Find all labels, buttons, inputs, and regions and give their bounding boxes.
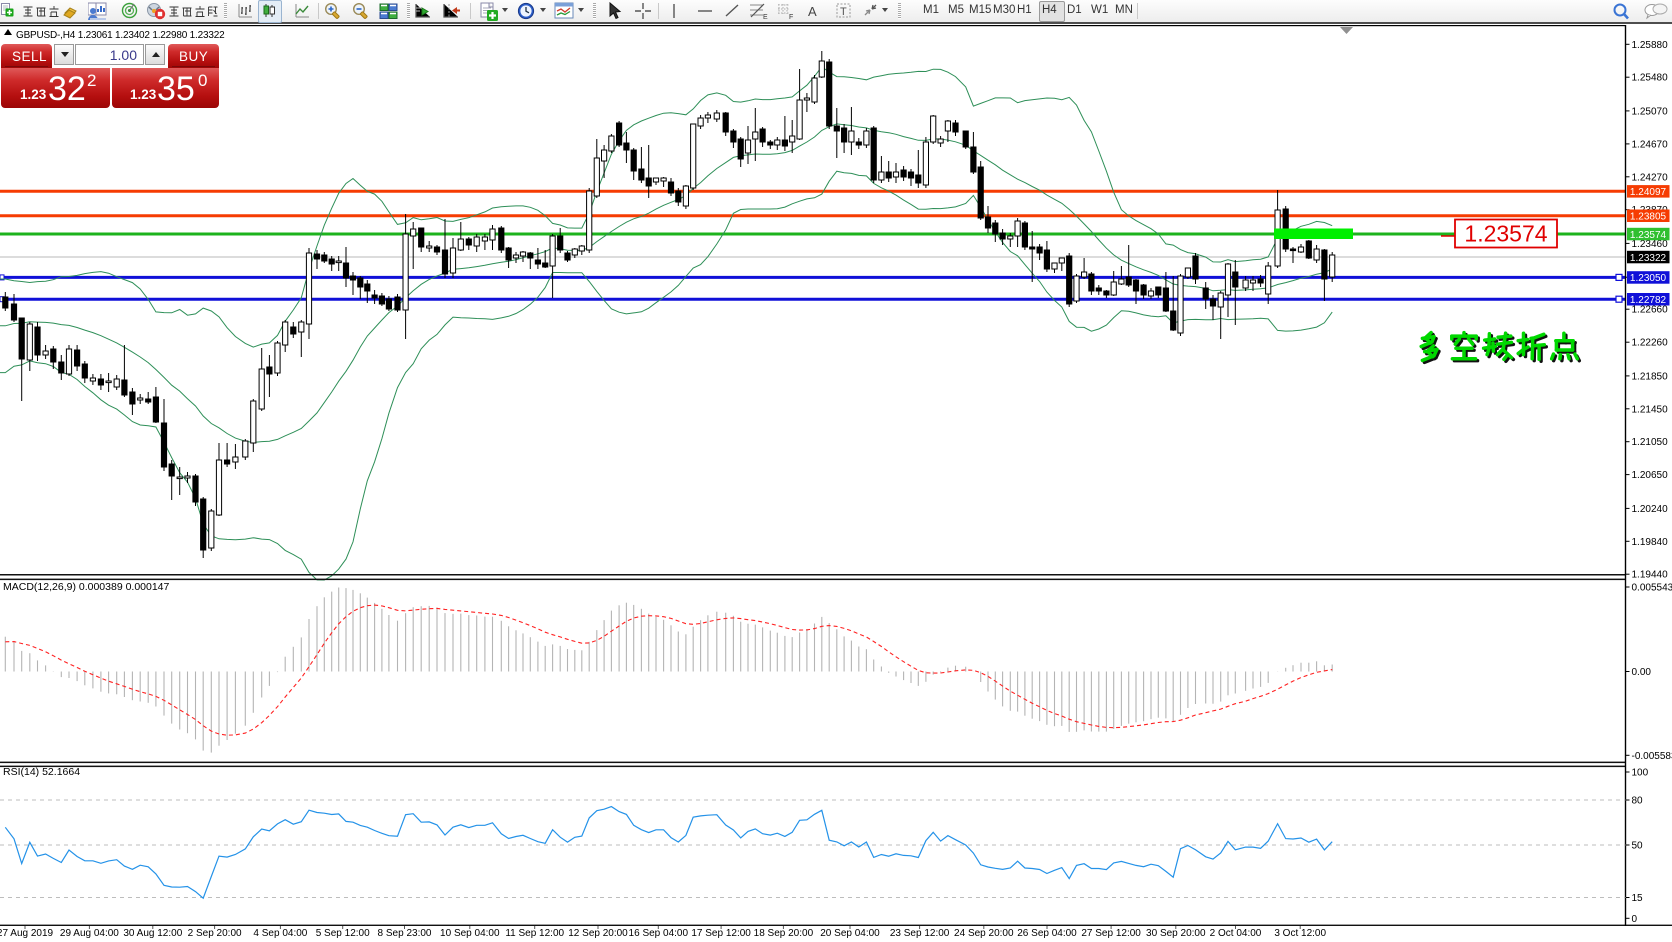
svg-text:3 Oct 12:00: 3 Oct 12:00 [1274,928,1326,939]
svg-text:80: 80 [1632,796,1644,807]
svg-text:F: F [789,14,793,20]
svg-text:1.24670: 1.24670 [1632,139,1669,150]
svg-text:11 Sep 12:00: 11 Sep 12:00 [505,928,564,939]
svg-text:26 Sep 04:00: 26 Sep 04:00 [1017,928,1077,939]
svg-text:27 Aug 2019: 27 Aug 2019 [0,928,54,939]
svg-text:30 Aug 12:00: 30 Aug 12:00 [123,928,182,939]
svg-text:20 Sep 04:00: 20 Sep 04:00 [820,928,880,939]
svg-text:RSI(14) 52.1664: RSI(14) 52.1664 [3,766,80,778]
svg-text:1.21050: 1.21050 [1632,437,1669,448]
svg-text:10 Sep 04:00: 10 Sep 04:00 [440,928,500,939]
svg-text:1.23322: 1.23322 [1630,253,1667,264]
svg-text:MACD(12,26,9) 0.000389 0.00014: MACD(12,26,9) 0.000389 0.000147 [3,581,170,593]
svg-text:0.00: 0.00 [1632,667,1652,678]
svg-text:24 Sep 20:00: 24 Sep 20:00 [954,928,1014,939]
svg-text:23 Sep 12:00: 23 Sep 12:00 [890,928,950,939]
svg-text:1.24270: 1.24270 [1632,172,1669,183]
svg-text:12 Sep 20:00: 12 Sep 20:00 [568,928,628,939]
svg-text:1.21450: 1.21450 [1632,404,1669,415]
svg-text:27 Sep 12:00: 27 Sep 12:00 [1081,928,1141,939]
svg-text:18 Sep 20:00: 18 Sep 20:00 [754,928,814,939]
svg-text:1.22260: 1.22260 [1632,338,1669,349]
svg-text:GBPUSD-,H4 1.23061 1.23402 1.: GBPUSD-,H4 1.23061 1.23402 1.22980 1.233… [16,30,225,41]
svg-text:8 Sep 23:00: 8 Sep 23:00 [378,928,432,939]
svg-text:1.20650: 1.20650 [1632,470,1669,481]
svg-text:1.25070: 1.25070 [1632,106,1669,117]
svg-text:4 Sep 04:00: 4 Sep 04:00 [253,928,307,939]
svg-text:1.19840: 1.19840 [1632,537,1669,548]
svg-text:1.22660: 1.22660 [1632,305,1669,316]
svg-text:1.23805: 1.23805 [1630,212,1667,223]
svg-text:1.21850: 1.21850 [1632,371,1669,382]
svg-text:15: 15 [1632,893,1644,904]
svg-text:1.22782: 1.22782 [1630,295,1667,306]
svg-text:1.23574: 1.23574 [1464,221,1547,247]
svg-text:0.005543: 0.005543 [1632,583,1672,594]
svg-text:2 Sep 20:00: 2 Sep 20:00 [188,928,242,939]
svg-text:1.25880: 1.25880 [1632,40,1669,51]
svg-text:1.20240: 1.20240 [1632,504,1669,515]
svg-text:1.23050: 1.23050 [1630,273,1667,284]
svg-text:1.19440: 1.19440 [1632,570,1669,581]
svg-text:100: 100 [1632,768,1649,779]
svg-text:1.23460: 1.23460 [1632,239,1669,250]
svg-text:5 Sep 12:00: 5 Sep 12:00 [316,928,370,939]
svg-text:1.24097: 1.24097 [1630,187,1667,198]
svg-text:0: 0 [1632,914,1638,925]
svg-text:E: E [763,14,768,20]
svg-text:17 Sep 12:00: 17 Sep 12:00 [691,928,751,939]
svg-text:16 Sep 04:00: 16 Sep 04:00 [629,928,689,939]
svg-text:1.23574: 1.23574 [1630,230,1667,241]
svg-text:T: T [840,6,847,18]
svg-text:2 Oct 04:00: 2 Oct 04:00 [1210,928,1262,939]
svg-text:30 Sep 20:00: 30 Sep 20:00 [1146,928,1206,939]
svg-text:29 Aug 04:00: 29 Aug 04:00 [60,928,119,939]
svg-text:1.25480: 1.25480 [1632,73,1669,84]
svg-text:-0.005583: -0.005583 [1632,751,1672,762]
svg-text:50: 50 [1632,841,1644,852]
